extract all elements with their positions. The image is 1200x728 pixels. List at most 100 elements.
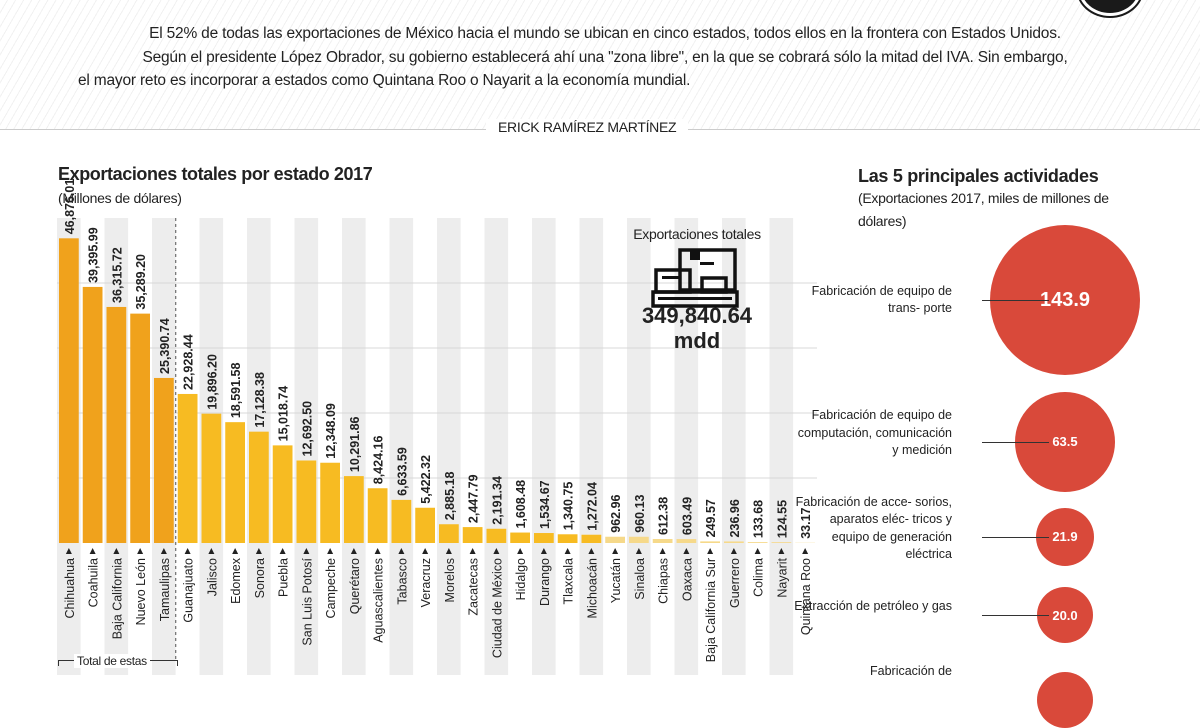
category-label: Aguascalientes (372, 558, 386, 643)
bar (510, 533, 530, 543)
bar (130, 314, 150, 543)
category-label: Yucatán (609, 558, 623, 603)
category-label: Tabasco (395, 558, 409, 605)
leader-line (982, 615, 1049, 616)
bar-value-label: 1,340.75 (562, 482, 576, 531)
category-label: Nuevo León (134, 558, 148, 625)
bubble-label: Fabricación de acce- sorios, aparatos el… (792, 494, 952, 564)
category-label: Hidalgo (514, 558, 528, 600)
bar (439, 524, 459, 543)
bubble-label: Fabricación de equipo de computación, co… (792, 407, 952, 460)
category-label: Querétaro (348, 558, 362, 614)
category-label: Sonora (253, 558, 267, 598)
bar-value-label: 15,018.74 (277, 386, 291, 442)
bubble-label: Extracción de petróleo y gas (792, 598, 952, 616)
leader-line (982, 537, 1049, 538)
bar (107, 307, 127, 543)
category-label: Guerrero (728, 558, 742, 608)
bar (629, 537, 649, 543)
bubble-value: 20.0 (1052, 608, 1077, 623)
bar-value-label: 22,928.44 (182, 334, 196, 390)
bar (273, 445, 293, 543)
total-label: Exportaciones totales (612, 226, 782, 242)
category-label: Tamaulipas (158, 558, 172, 621)
bar (415, 508, 435, 543)
bar (582, 535, 602, 543)
category-label: Zacatecas (467, 558, 481, 616)
bar-value-label: 6,633.59 (395, 447, 409, 496)
column-stripe (508, 218, 532, 675)
category-label: Ciudad de México (490, 558, 504, 658)
bar (297, 460, 317, 543)
total-exports-callout: Exportaciones totales 349,840.64 mdd (612, 226, 782, 354)
bar-value-label: 249.57 (704, 499, 718, 537)
bar-value-label: 1,534.67 (538, 480, 552, 529)
bar (368, 488, 388, 543)
bar (225, 422, 245, 543)
bar-value-label: 12,348.09 (324, 403, 338, 459)
bar (653, 539, 673, 543)
category-label: Jalisco (205, 558, 219, 596)
bar-value-label: 19,896.20 (205, 354, 219, 410)
bar (344, 476, 364, 543)
bar (83, 287, 103, 543)
category-label: Baja California (110, 558, 124, 639)
bar-value-label: 5,422.32 (419, 455, 433, 504)
bar (487, 529, 507, 543)
bar-value-label: 1,608.48 (514, 480, 528, 529)
bubble-label: Fabricación de (792, 663, 952, 681)
bar-value-label: 2,447.79 (467, 474, 481, 523)
category-label: Oaxaca (680, 558, 694, 601)
category-label: Tlaxcala (562, 558, 576, 605)
bar (677, 539, 697, 543)
category-label: Chiapas (657, 558, 671, 604)
bar-value-label: 36,315.72 (110, 247, 124, 303)
bar (605, 537, 625, 543)
bar-value-label: 35,289.20 (134, 254, 148, 310)
bar (463, 527, 483, 543)
category-label: Campeche (324, 558, 338, 618)
category-label: Michoacán (585, 558, 599, 618)
bar-value-label: 612.38 (657, 497, 671, 535)
group-annotation: Total de estas (74, 654, 150, 668)
bubble-value: 63.5 (1052, 434, 1077, 449)
bar-value-label: 236.96 (728, 499, 742, 537)
bar-value-label: 46,876.01 (63, 179, 77, 235)
bar-value-label: 12,692.50 (300, 401, 314, 457)
bar (249, 432, 269, 543)
bar (202, 414, 222, 543)
bar-value-label: 960.13 (633, 494, 647, 532)
category-label: San Luis Potosí (300, 557, 314, 645)
category-label: Durango (538, 558, 552, 606)
bubble-chart-title: Las 5 principales actividades (858, 166, 1098, 187)
bubble-value: 21.9 (1052, 529, 1077, 544)
bar-value-label: 124.55 (775, 500, 789, 538)
category-label: Colima (752, 558, 766, 597)
bar (700, 541, 720, 543)
column-stripe (556, 218, 580, 675)
bar (724, 541, 744, 543)
bar-value-label: 8,424.16 (372, 436, 386, 485)
bar (534, 533, 554, 543)
bar-value-label: 962.96 (609, 494, 623, 532)
category-label: Puebla (277, 558, 291, 597)
boxes-pallet-icon (650, 248, 740, 310)
category-label: Veracruz (419, 558, 433, 607)
bar-value-label: 39,395.99 (87, 227, 101, 283)
category-label: Baja California Sur (704, 558, 718, 662)
column-stripe (390, 218, 414, 675)
bar-value-label: 603.49 (680, 497, 694, 535)
category-label: Quintana Roo (799, 558, 813, 635)
bar-value-label: 17,128.38 (253, 372, 267, 428)
bar-value-label: 25,390.74 (158, 318, 172, 374)
bar-value-label: 18,591.58 (229, 362, 243, 418)
bubble-label: Fabricación de equipo de trans- porte (792, 283, 952, 318)
category-label: Sinaloa (633, 558, 647, 600)
column-stripe (437, 218, 461, 675)
bar-value-label: 2,885.18 (443, 472, 457, 521)
category-label: Guanajuato (182, 558, 196, 623)
bubble (1037, 672, 1093, 728)
total-unit: mdd (612, 328, 782, 354)
category-label: Coahuila (87, 558, 101, 607)
bar-value-label: 10,291.86 (348, 416, 362, 472)
